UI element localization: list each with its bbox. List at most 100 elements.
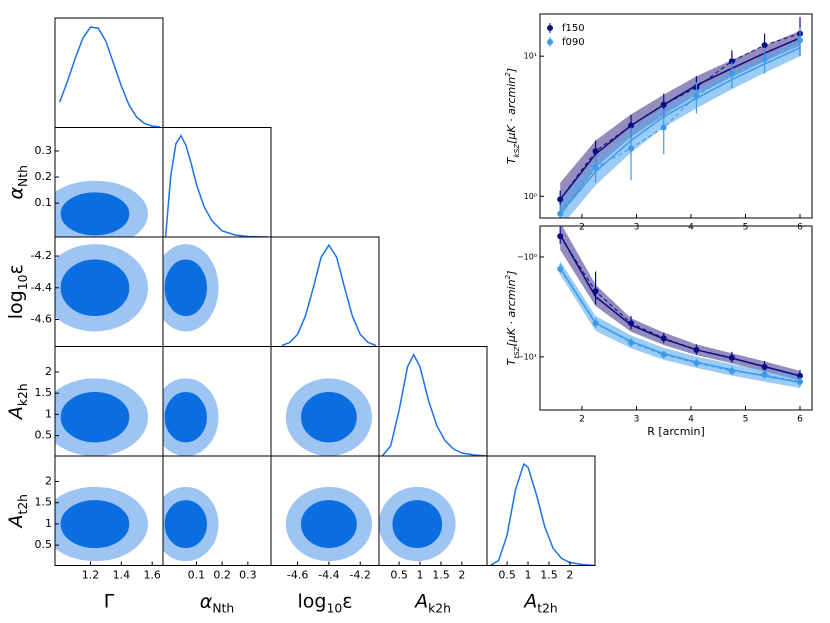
contour bbox=[60, 259, 130, 317]
panel bbox=[55, 244, 149, 332]
data-point bbox=[728, 70, 735, 77]
label-part: 2 bbox=[503, 274, 512, 279]
axis-label: log10ε bbox=[298, 590, 353, 615]
posterior-curve bbox=[281, 243, 377, 347]
panel-frame bbox=[378, 346, 488, 457]
panel bbox=[285, 487, 373, 562]
x-tick-label: 0.1 bbox=[188, 569, 206, 582]
data-point bbox=[797, 37, 804, 44]
panel-frame bbox=[486, 455, 596, 566]
label-part: α bbox=[200, 590, 213, 612]
x-tick-label: 5 bbox=[743, 223, 749, 233]
data-point bbox=[660, 351, 667, 358]
x-tick-label: 1 bbox=[525, 569, 532, 582]
x-tick-label: 0.3 bbox=[239, 569, 257, 582]
y-tick-label: 2 bbox=[45, 474, 52, 487]
y-tick-label: 2 bbox=[45, 365, 52, 378]
model-line-dashed bbox=[559, 268, 801, 383]
contour bbox=[60, 500, 130, 549]
data-point bbox=[660, 124, 667, 131]
posterior-curve bbox=[489, 462, 595, 566]
y-tick-label: 0.1 bbox=[35, 196, 53, 209]
x-tick-label: 0.2 bbox=[213, 569, 231, 582]
y-tick-label: -4.4 bbox=[31, 281, 52, 294]
data-point bbox=[797, 378, 804, 385]
data-point bbox=[557, 233, 564, 240]
panel bbox=[379, 487, 456, 562]
data-point bbox=[628, 145, 635, 152]
panel bbox=[281, 243, 377, 347]
plot-frame bbox=[539, 225, 813, 411]
label-part: k2h bbox=[16, 383, 30, 406]
label-part: ε bbox=[342, 590, 352, 612]
label-part: T bbox=[505, 357, 518, 365]
y-tick-label: −10⁰ bbox=[517, 252, 537, 261]
panel bbox=[163, 378, 219, 456]
label-part: A bbox=[5, 406, 27, 421]
label-part: Nth bbox=[212, 601, 234, 615]
y-tick-label: 1 bbox=[45, 517, 52, 530]
data-point bbox=[628, 122, 635, 129]
y-tick-label: 10⁰ bbox=[524, 192, 537, 201]
label-part: A bbox=[413, 590, 428, 612]
label-part: ] bbox=[505, 68, 518, 73]
x-tick-label: 0.5 bbox=[390, 569, 408, 582]
model-line-dashed bbox=[559, 39, 801, 215]
model-band bbox=[560, 30, 800, 217]
data-point bbox=[693, 92, 700, 99]
legend-label: f090 bbox=[562, 37, 585, 48]
data-point bbox=[693, 346, 700, 353]
y-tick-label: 0.3 bbox=[35, 144, 53, 157]
x-tick-label: 1.5 bbox=[540, 569, 558, 582]
panel bbox=[58, 26, 160, 128]
data-point bbox=[728, 367, 735, 374]
x-tick-label: 1.2 bbox=[82, 569, 100, 582]
data-point bbox=[761, 42, 768, 49]
label-part: [μK · arcmin bbox=[505, 77, 518, 144]
contour bbox=[164, 500, 207, 549]
label-part: log bbox=[298, 590, 327, 612]
y-tick-label: 1.5 bbox=[35, 496, 53, 509]
label-part: tSZ bbox=[512, 345, 521, 358]
x-tick-label: -4.4 bbox=[318, 569, 339, 582]
contour bbox=[60, 392, 130, 443]
y-tick-label: −10¹ bbox=[517, 352, 537, 361]
panel bbox=[164, 134, 269, 237]
axis-label: Ak2h bbox=[413, 590, 451, 615]
data-point bbox=[797, 372, 804, 379]
axis-label: TkSZ[μK · arcmin2] bbox=[503, 68, 521, 164]
label-part: ε bbox=[5, 264, 27, 274]
data-point bbox=[592, 148, 599, 155]
x-tick-label: 4 bbox=[688, 223, 694, 233]
x-tick-label: 4 bbox=[688, 415, 694, 425]
x-tick-label: 5 bbox=[743, 415, 749, 425]
label-part: Γ bbox=[104, 590, 115, 612]
panel bbox=[55, 378, 149, 456]
model-band bbox=[560, 261, 800, 388]
label-part: 10 bbox=[326, 601, 342, 615]
panel-frame bbox=[270, 236, 380, 347]
label-part: log bbox=[5, 290, 27, 319]
label-part: kSZ bbox=[512, 143, 521, 158]
contour bbox=[301, 500, 357, 549]
label-part: A bbox=[5, 515, 27, 530]
x-tick-label: 6 bbox=[797, 223, 803, 233]
panel bbox=[55, 180, 149, 237]
x-tick-label: 1.4 bbox=[113, 569, 131, 582]
label-part: A bbox=[522, 590, 537, 612]
x-tick-label: 2 bbox=[579, 415, 585, 425]
panel bbox=[381, 352, 487, 456]
x-tick-label: 1 bbox=[417, 569, 424, 582]
x-tick-label: -4.6 bbox=[287, 569, 308, 582]
data-point bbox=[592, 164, 599, 171]
x-tick-label: 2 bbox=[579, 223, 585, 233]
x-tick-label: 0.5 bbox=[498, 569, 516, 582]
data-point bbox=[628, 320, 635, 327]
posterior-curve bbox=[164, 134, 269, 237]
label-part: α bbox=[5, 186, 27, 199]
x-tick-label: 3 bbox=[634, 223, 640, 233]
data-point bbox=[660, 335, 667, 342]
axis-label: αNth bbox=[200, 590, 234, 615]
data-point bbox=[592, 320, 599, 327]
y-tick-label: 1 bbox=[45, 407, 52, 420]
